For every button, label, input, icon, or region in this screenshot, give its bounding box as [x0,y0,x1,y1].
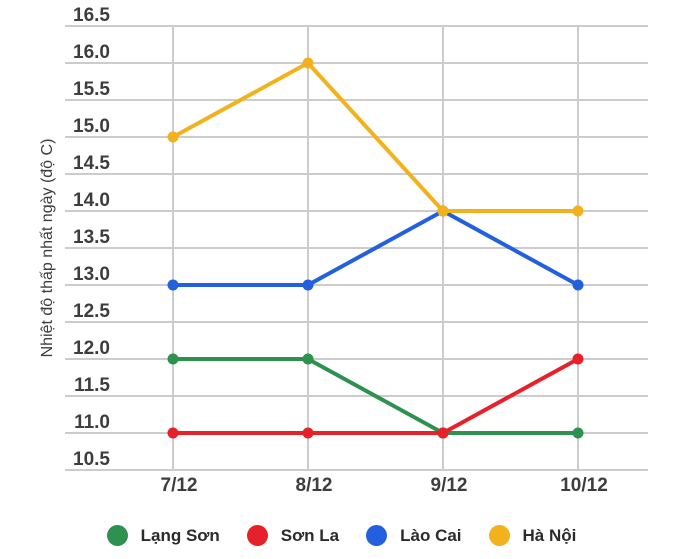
legend-item-0: Lạng Sơn [106,525,220,546]
y-tick-label: 14.0 [73,190,110,211]
legend-marker-icon [106,525,128,546]
y-tick-label: 16.0 [73,42,110,63]
y-tick-label: 11.5 [74,375,110,396]
series-point-2-1 [302,279,314,291]
series-line-0 [171,357,580,435]
x-tick-label: 7/12 [161,475,198,496]
legend-marker-icon [488,525,510,546]
legend-label: Hà Nội [522,525,577,545]
y-tick-label: 13.0 [73,264,110,285]
legend-item-1: Sơn La [246,525,340,546]
series-point-1-1 [302,427,314,439]
y-tick-label: 12.5 [73,301,110,322]
series-point-2-0 [167,279,179,291]
series-point-0-1 [302,353,314,365]
y-tick-label: 13.5 [73,227,110,248]
series-point-3-0 [167,131,179,143]
series-line-1 [171,357,580,435]
y-tick-label: 10.5 [73,449,110,470]
x-tick-label: 8/12 [296,475,333,496]
series-point-3-3 [572,205,584,217]
y-axis-title: Nhiệt độ thấp nhất ngày (độ C) [39,139,56,358]
series-point-1-2 [437,427,449,439]
legend-marker-icon [246,525,268,546]
series-point-1-0 [167,427,179,439]
y-tick-label: 15.5 [73,79,110,100]
legend-item-2: Lào Cai [366,525,462,546]
series-line-3 [171,61,580,213]
series-point-3-2 [437,205,449,217]
legend-marker-icon [366,525,388,546]
series-point-1-3 [572,353,584,365]
series-point-2-3 [572,279,584,291]
chart-legend: Lạng Sơn Sơn La Lào Cai Hà Nội [0,525,683,546]
plot-area: 16.5 16.0 15.5 15.0 14.5 14.0 13.5 13.0 12.5 12.0… [39,5,648,496]
legend-item-3: Hà Nội [488,525,577,546]
series-line-2 [171,209,580,287]
series-point-3-1 [302,57,314,69]
legend-label: Lào Cai [400,525,462,545]
y-tick-label: 16.5 [73,5,110,26]
legend-label: Sơn La [280,525,340,545]
y-tick-label: 15.0 [73,116,110,137]
y-tick-label: 14.5 [73,153,110,174]
x-tick-label: 9/12 [431,475,468,496]
legend-label: Lạng Sơn [140,525,220,545]
x-tick-label: 10/12 [560,475,608,496]
series-point-0-3 [572,427,584,439]
y-tick-label: 11.0 [74,412,110,433]
series-point-0-0 [167,353,179,365]
y-tick-label: 12.0 [73,338,110,359]
